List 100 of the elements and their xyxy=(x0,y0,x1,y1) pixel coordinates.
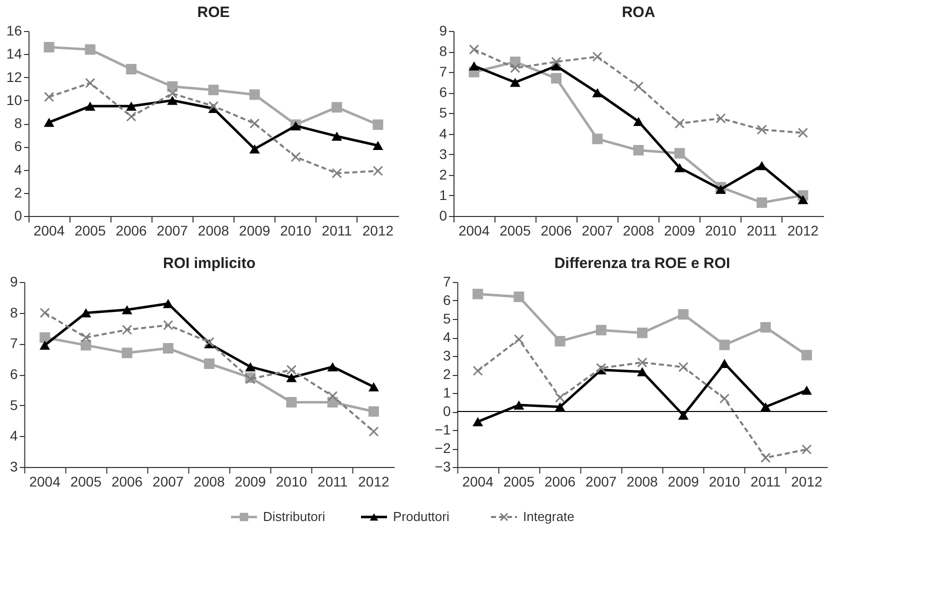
point xyxy=(44,118,54,127)
point xyxy=(208,101,219,112)
y-tick-label: −1 xyxy=(434,422,451,438)
point xyxy=(554,402,566,412)
point xyxy=(760,402,771,412)
y-tick-label: 3 xyxy=(10,458,18,474)
point xyxy=(756,197,768,208)
point xyxy=(249,144,260,154)
x-tick-label: 2004 xyxy=(462,474,494,490)
y-tick-label: 7 xyxy=(10,335,18,352)
point xyxy=(80,308,92,318)
point xyxy=(633,116,644,126)
point xyxy=(756,124,767,135)
point xyxy=(44,92,54,102)
y-tick-label: 6 xyxy=(442,292,451,308)
point xyxy=(80,332,91,343)
point xyxy=(286,397,297,408)
point xyxy=(674,148,685,159)
x-tick-label: 2008 xyxy=(622,222,654,238)
point xyxy=(760,452,771,463)
x-tick-label: 2007 xyxy=(156,222,188,238)
point xyxy=(368,382,379,392)
x-tick-label: 2008 xyxy=(198,222,230,238)
point xyxy=(756,161,768,170)
y-tick-label: 14 xyxy=(6,46,22,62)
x-tick-label: 2009 xyxy=(234,474,266,490)
y-tick-label: 7 xyxy=(439,64,448,80)
x-tick-label: 2012 xyxy=(787,222,819,238)
x-tick-label: 2009 xyxy=(664,222,696,238)
point xyxy=(802,444,812,455)
point xyxy=(551,73,562,84)
x-tick-label: 2010 xyxy=(708,474,740,490)
point xyxy=(719,393,730,404)
y-tick-label: 0 xyxy=(442,403,451,419)
x-tick-label: 2006 xyxy=(116,222,148,238)
point xyxy=(286,373,297,382)
y-tick-label: 12 xyxy=(6,68,22,85)
point xyxy=(719,358,730,368)
point xyxy=(760,322,771,333)
point xyxy=(514,400,524,410)
y-tick-label: 2 xyxy=(14,184,22,200)
x-tick-label: 2004 xyxy=(458,222,490,238)
point xyxy=(332,102,342,113)
x-tick-label: 2004 xyxy=(29,474,61,490)
point xyxy=(514,334,524,344)
point xyxy=(122,348,132,358)
x-tick-label: 2009 xyxy=(239,222,270,238)
point xyxy=(122,305,132,314)
point xyxy=(472,366,483,376)
point xyxy=(468,61,480,70)
point xyxy=(250,118,260,129)
y-tick-label: 5 xyxy=(10,396,18,413)
point xyxy=(167,96,178,105)
point xyxy=(637,328,648,338)
y-tick-label: 0 xyxy=(439,208,448,224)
y-tick-label: 6 xyxy=(10,366,18,382)
x-tick-label: 2010 xyxy=(705,222,737,238)
point xyxy=(637,367,648,376)
x-tick-label: 2012 xyxy=(791,474,822,490)
chart-title: ROI implicito xyxy=(162,255,256,272)
x-tick-label: 2011 xyxy=(322,222,352,238)
point xyxy=(80,340,92,350)
y-tick-label: 6 xyxy=(439,84,448,100)
y-tick-label: 3 xyxy=(439,146,448,162)
point xyxy=(162,299,174,308)
y-tick-label: 1 xyxy=(439,186,448,203)
chart-title: ROA xyxy=(622,4,656,21)
x-tick-label: 2005 xyxy=(500,222,531,238)
point xyxy=(716,113,726,124)
point xyxy=(510,78,520,87)
x-tick-label: 2012 xyxy=(362,222,394,238)
y-tick-label: 0 xyxy=(14,208,22,224)
point xyxy=(719,340,730,350)
point xyxy=(472,288,484,300)
point xyxy=(84,44,96,55)
x-tick-label: 2010 xyxy=(280,222,312,238)
point xyxy=(592,52,602,62)
y-tick-label: 4 xyxy=(10,428,18,444)
point xyxy=(368,406,379,417)
x-tick-label: 2006 xyxy=(111,474,143,490)
x-tick-label: 2012 xyxy=(358,474,390,490)
point xyxy=(674,118,685,129)
point xyxy=(554,336,566,346)
y-tick-label: −3 xyxy=(434,458,451,474)
x-tick-label: 2007 xyxy=(586,474,617,490)
point xyxy=(372,119,384,130)
x-tick-label: 2004 xyxy=(33,222,65,238)
y-tick-label: 4 xyxy=(14,161,22,178)
point xyxy=(554,392,566,403)
y-tick-label: 9 xyxy=(439,22,448,38)
point xyxy=(85,78,96,88)
chart-title: Differenza tra ROE e ROI xyxy=(554,255,730,272)
legend-label: Produttori xyxy=(393,509,450,524)
y-tick-label: 2 xyxy=(442,366,451,382)
x-tick-label: 2006 xyxy=(540,222,572,238)
point xyxy=(327,362,338,372)
x-tick-label: 2008 xyxy=(194,474,226,490)
y-tick-label: 2 xyxy=(439,166,448,182)
point xyxy=(596,362,606,374)
chart-title: ROE xyxy=(197,4,230,21)
